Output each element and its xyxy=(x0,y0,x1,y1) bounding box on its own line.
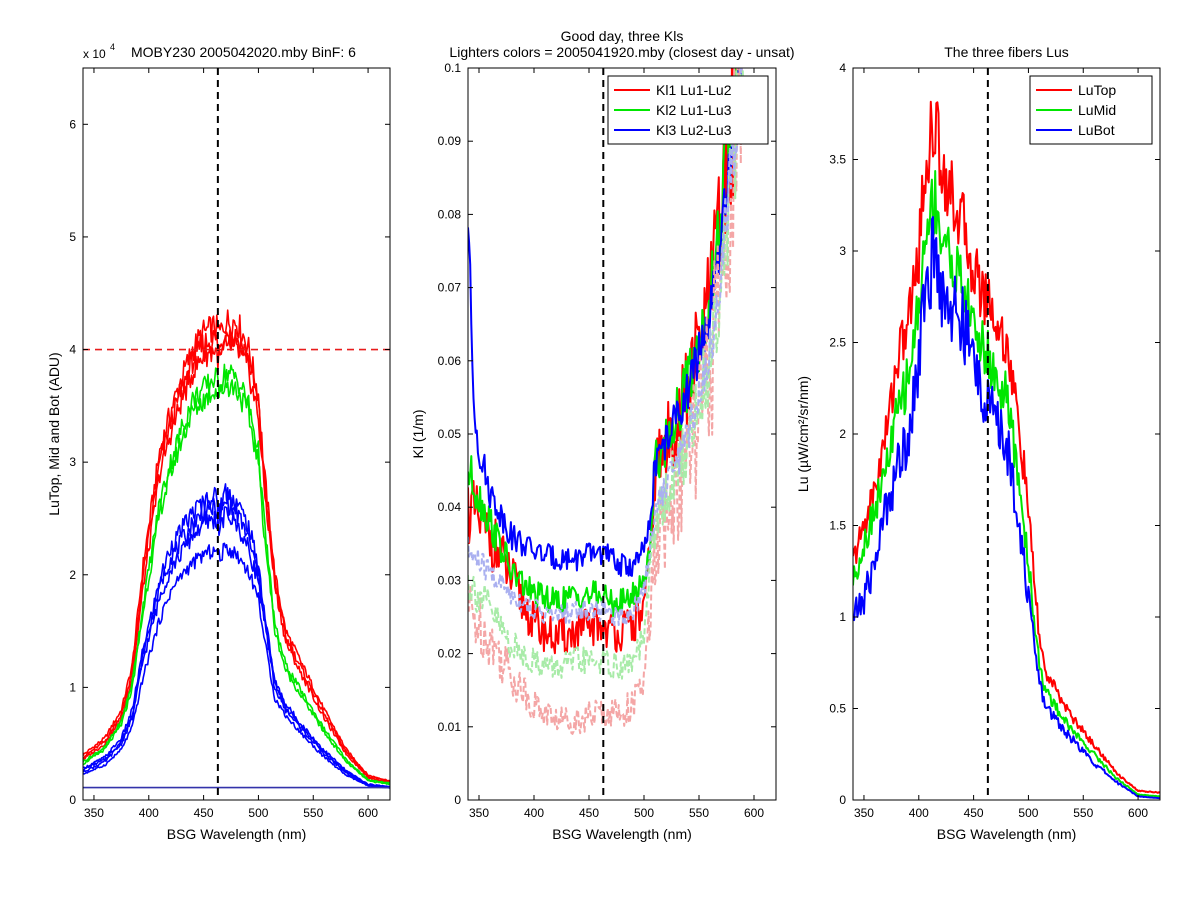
plot-area xyxy=(83,68,390,800)
series-line xyxy=(468,68,744,577)
y-tick-label: 2 xyxy=(839,427,846,441)
series-line xyxy=(83,379,390,786)
x-tick-label: 400 xyxy=(524,806,544,820)
y-tick-label: 0.07 xyxy=(438,281,462,295)
y-tick-label: 0.05 xyxy=(438,427,462,441)
legend-label: Kl1 Lu1-Lu2 xyxy=(656,82,732,98)
x-tick-label: 450 xyxy=(964,806,984,820)
x-tick-label: 350 xyxy=(84,806,104,820)
x-tick-label: 400 xyxy=(139,806,159,820)
y-axis-label: Lu (µW/cm²/sr/nm) xyxy=(795,376,811,492)
y-tick-label: 0 xyxy=(839,793,846,807)
y-tick-label: 5 xyxy=(69,230,76,244)
plot-area xyxy=(468,68,744,800)
y-tick-label: 0.04 xyxy=(438,500,462,514)
series-line xyxy=(468,68,743,618)
y-tick-label: 0.08 xyxy=(438,207,462,221)
y-exponent-power: 4 xyxy=(110,42,115,52)
x-tick-label: 400 xyxy=(909,806,929,820)
chart-subtitle: Lighters colors = 2005041920.mby (closes… xyxy=(449,44,794,60)
plot-area xyxy=(853,68,1160,800)
x-tick-label: 500 xyxy=(1018,806,1038,820)
series-line xyxy=(468,68,743,655)
x-axis-label: BSG Wavelength (nm) xyxy=(937,826,1077,842)
series-line xyxy=(83,331,390,785)
y-tick-label: 3.5 xyxy=(829,153,846,167)
series-line xyxy=(853,216,1160,800)
x-tick-label: 600 xyxy=(358,806,378,820)
y-tick-label: 0.09 xyxy=(438,134,462,148)
y-tick-label: 1 xyxy=(839,610,846,624)
x-tick-label: 550 xyxy=(1073,806,1093,820)
y-tick-label: 4 xyxy=(69,343,76,357)
chart-title: Good day, three Kls xyxy=(561,28,684,44)
y-axis-label: Kl (1/m) xyxy=(410,410,426,459)
x-tick-label: 500 xyxy=(634,806,654,820)
series-line xyxy=(468,68,744,680)
y-tick-label: 2.5 xyxy=(829,336,846,350)
series-line xyxy=(83,506,390,789)
y-tick-label: 0.5 xyxy=(829,702,846,716)
series-line xyxy=(83,496,390,788)
legend: Kl1 Lu1-Lu2 Kl2 Lu1-Lu3 Kl3 Lu2-Lu3 xyxy=(607,75,769,145)
y-tick-label: 3 xyxy=(839,244,846,258)
chart-p3: 350 400 450 500 550 600 0 0.5 1 1.5 2 2.5 3 3.5 4 BSG W… xyxy=(795,44,1161,842)
y-tick-label: 0.01 xyxy=(438,720,462,734)
legend: LuTop LuMid LuBot xyxy=(1029,75,1153,145)
x-tick-label: 600 xyxy=(744,806,764,820)
y-tick-label: 1.5 xyxy=(829,519,846,533)
axes-box xyxy=(852,67,1161,801)
legend-label: LuTop xyxy=(1078,82,1116,98)
chart-title: MOBY230 2005042020.mby BinF: 6 xyxy=(131,44,356,60)
series-line xyxy=(468,68,743,627)
x-tick-label: 550 xyxy=(303,806,323,820)
series-line xyxy=(853,170,1160,798)
y-exponent-label: x 10 xyxy=(83,47,106,61)
y-tick-label: 0.02 xyxy=(438,647,462,661)
chart-p1: 350 400 450 500 550 600 0 1 2 3 4 5 6 BSG Wavelength … xyxy=(46,42,391,842)
x-tick-label: 500 xyxy=(248,806,268,820)
y-tick-label: 0.1 xyxy=(444,61,461,75)
x-tick-label: 350 xyxy=(469,806,489,820)
x-axis-label: BSG Wavelength (nm) xyxy=(167,826,307,842)
x-axis-label: BSG Wavelength (nm) xyxy=(552,826,692,842)
y-axis-label: LuTop, Mid and Bot (ADU) xyxy=(46,352,62,515)
chart-title: The three fibers Lus xyxy=(944,44,1069,60)
y-tick-label: 0.06 xyxy=(438,354,462,368)
y-tick-label: 0.03 xyxy=(438,573,462,587)
legend-label: Kl2 Lu1-Lu3 xyxy=(656,102,732,118)
x-tick-label: 550 xyxy=(689,806,709,820)
y-tick-label: 0 xyxy=(69,793,76,807)
series-line xyxy=(853,100,1160,794)
series-line xyxy=(83,363,390,785)
y-tick-label: 4 xyxy=(839,61,846,75)
chart-p2: 350 400 450 500 550 600 0 0.01 0.02 0.03 0.04 0.05 0… xyxy=(410,28,795,842)
x-tick-label: 450 xyxy=(579,806,599,820)
series-line xyxy=(83,542,390,789)
y-tick-label: 3 xyxy=(69,455,76,469)
legend-label: Kl3 Lu2-Lu3 xyxy=(656,122,732,138)
x-tick-label: 350 xyxy=(854,806,874,820)
y-tick-label: 1 xyxy=(69,680,76,694)
y-tick-label: 6 xyxy=(69,117,76,131)
x-tick-label: 600 xyxy=(1128,806,1148,820)
series-line xyxy=(468,68,743,735)
axes-box xyxy=(82,67,391,801)
legend-label: LuBot xyxy=(1078,122,1115,138)
x-tick-label: 450 xyxy=(194,806,214,820)
legend-label: LuMid xyxy=(1078,102,1116,118)
y-tick-label: 2 xyxy=(69,568,76,582)
y-tick-label: 0 xyxy=(454,793,461,807)
